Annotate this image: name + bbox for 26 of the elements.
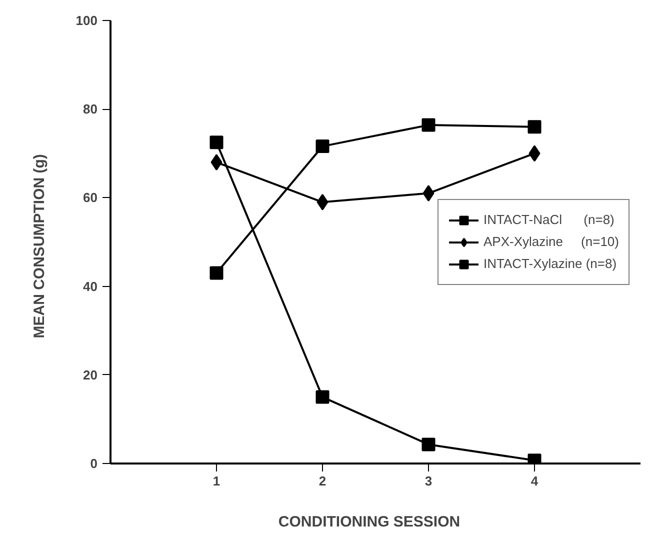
y-tick-label: 100 (76, 13, 98, 28)
y-axis-title: MEAN CONSUMPTION (g) (30, 154, 48, 338)
x-tick-label: 4 (530, 474, 539, 488)
legend-label: APX-Xylazine (n=10) (484, 234, 619, 249)
x-tick-label: 2 (318, 474, 326, 488)
x-axis-title: CONDITIONING SESSION (278, 514, 460, 530)
x-tick-label: 3 (424, 474, 432, 488)
y-tick-label: 0 (90, 456, 98, 471)
point (210, 154, 222, 171)
point (316, 390, 330, 404)
y-tick-label: 80 (83, 102, 98, 117)
legend-label: INTACT-NaCl (n=8) (484, 212, 614, 227)
point (210, 136, 224, 150)
legend-label: INTACT-Xylazine (n=8) (484, 256, 617, 271)
point (210, 266, 224, 280)
point (422, 185, 434, 202)
y-tick-label: 20 (83, 367, 98, 382)
y-tick-label: 40 (83, 278, 98, 294)
y-tick-label: 60 (83, 190, 98, 206)
point (528, 120, 542, 134)
point (316, 194, 328, 210)
point (528, 145, 540, 162)
point (316, 140, 330, 154)
point (422, 438, 436, 452)
point (422, 118, 436, 132)
x-tick-label: 1 (212, 474, 220, 488)
